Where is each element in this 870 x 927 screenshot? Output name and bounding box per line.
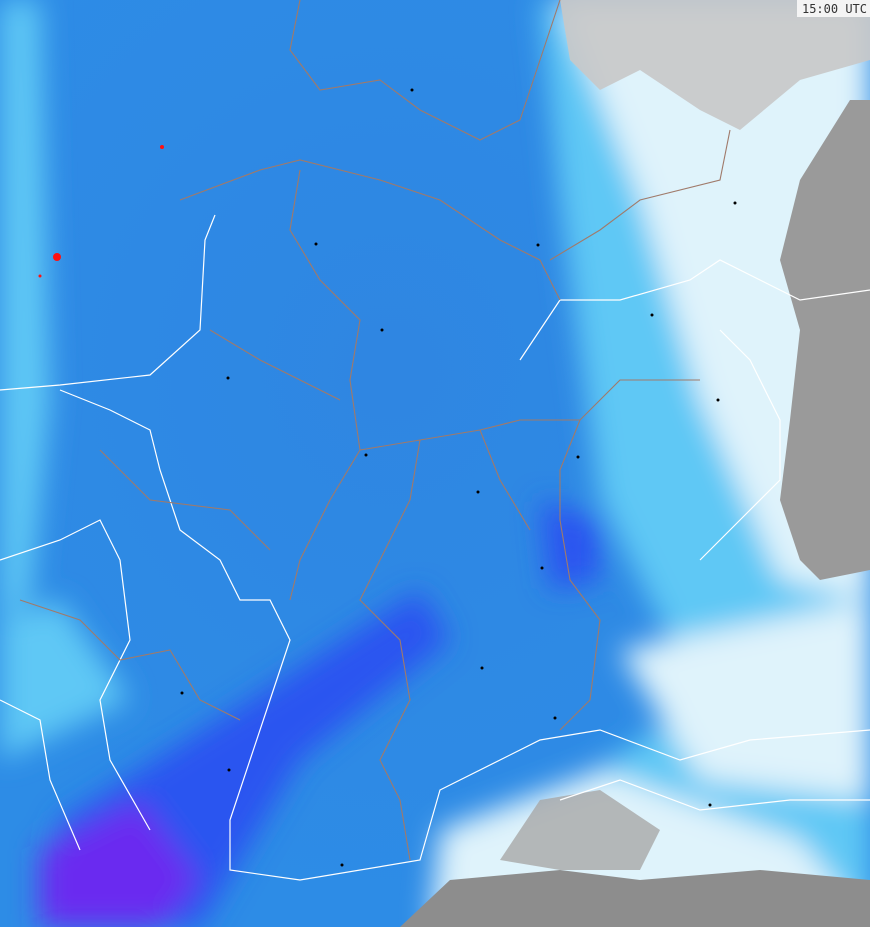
city-dots [180, 88, 737, 867]
country-borders [0, 214, 870, 881]
dry-land-south [400, 870, 870, 927]
state-borders [19, 0, 731, 861]
dry-land-alps [500, 790, 660, 870]
sea-area [560, 0, 870, 130]
timestamp-label: 15:00 UTC [796, 0, 870, 17]
dry-land-east [780, 100, 870, 580]
extreme-cells [38, 145, 164, 278]
